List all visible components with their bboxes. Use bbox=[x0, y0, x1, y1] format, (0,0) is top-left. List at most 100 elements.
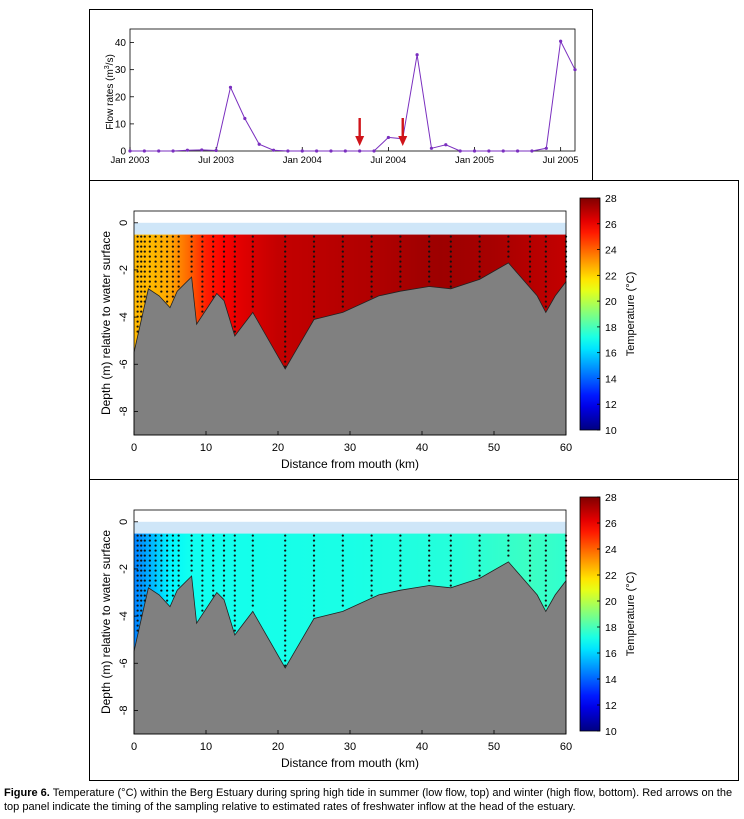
sample-dot bbox=[177, 260, 180, 263]
water-surface-band bbox=[134, 521, 566, 534]
sample-dot bbox=[201, 290, 204, 293]
sample-dot bbox=[140, 250, 143, 253]
colorbar-bar bbox=[579, 197, 601, 431]
sample-dot bbox=[143, 544, 146, 547]
sample-dot bbox=[341, 534, 344, 537]
sample-dot bbox=[370, 240, 373, 243]
sample-dot bbox=[140, 559, 143, 562]
sample-dot bbox=[284, 564, 287, 567]
sample-dot bbox=[140, 554, 143, 557]
sample-dot bbox=[428, 275, 431, 278]
sample-dot bbox=[201, 295, 204, 298]
sampling-station bbox=[528, 235, 532, 283]
sample-dot bbox=[544, 295, 547, 298]
sample-dot bbox=[284, 330, 287, 333]
sample-dot bbox=[148, 554, 151, 557]
sample-dot bbox=[284, 619, 287, 622]
sample-dot bbox=[428, 534, 431, 537]
sample-dot bbox=[399, 250, 402, 253]
sample-dot bbox=[312, 295, 316, 298]
sampling-station bbox=[449, 235, 452, 288]
sample-dot bbox=[370, 569, 373, 572]
sample-dot bbox=[399, 574, 402, 577]
sample-dot bbox=[341, 589, 344, 592]
sample-dot bbox=[136, 539, 139, 542]
sample-dot bbox=[507, 554, 510, 557]
sample-dot bbox=[201, 305, 204, 308]
sample-dot bbox=[136, 629, 139, 632]
sample-dot bbox=[284, 345, 287, 348]
flow-data-point bbox=[286, 149, 290, 153]
sample-dot bbox=[140, 270, 143, 273]
flow-x-tick-label: Jul 2004 bbox=[370, 155, 406, 166]
sample-dot bbox=[171, 235, 174, 238]
sampling-station bbox=[544, 235, 547, 308]
sample-dot bbox=[449, 250, 452, 253]
flow-data-point bbox=[200, 148, 204, 152]
sample-dot bbox=[143, 594, 146, 597]
sampling-station bbox=[544, 534, 547, 607]
sample-dot bbox=[177, 245, 180, 248]
sample-dot bbox=[160, 250, 163, 253]
sample-dot bbox=[140, 564, 143, 567]
sample-dot bbox=[222, 569, 226, 572]
sample-dot bbox=[140, 584, 143, 587]
colorbar-tick-label: 18 bbox=[605, 322, 617, 334]
sample-dot bbox=[166, 589, 169, 592]
x-tick-label: 60 bbox=[560, 741, 572, 753]
sampling-station bbox=[251, 534, 254, 607]
sample-dot bbox=[399, 584, 402, 587]
sample-dot bbox=[449, 265, 452, 268]
colorbar-tick-label: 16 bbox=[605, 648, 617, 660]
sample-dot bbox=[140, 315, 143, 318]
sample-dot bbox=[140, 599, 143, 602]
sample-dot bbox=[428, 250, 431, 253]
sample-dot bbox=[284, 290, 287, 293]
y-tick-label: 0 bbox=[118, 519, 130, 525]
sample-dot bbox=[312, 534, 316, 537]
sample-dot bbox=[143, 290, 146, 293]
sample-dot bbox=[528, 235, 532, 238]
sample-dot bbox=[312, 569, 316, 572]
sample-dot bbox=[507, 534, 510, 537]
sample-dot bbox=[251, 255, 254, 258]
sample-dot bbox=[544, 305, 547, 308]
sample-dot bbox=[449, 554, 452, 557]
sample-dot bbox=[528, 539, 532, 542]
sampling-station bbox=[154, 534, 157, 587]
sample-dot bbox=[251, 300, 254, 303]
sampling-station bbox=[143, 534, 146, 602]
sample-dot bbox=[190, 260, 193, 263]
sample-dot bbox=[312, 270, 316, 273]
flow-data-point bbox=[185, 148, 190, 152]
sample-dot bbox=[284, 285, 287, 288]
sample-dot bbox=[166, 270, 169, 273]
flow-y-tick-label: 20 bbox=[115, 92, 127, 103]
sample-dot bbox=[341, 579, 344, 582]
sample-dot bbox=[428, 579, 431, 582]
sample-dot bbox=[312, 245, 316, 248]
sampling-station bbox=[428, 235, 431, 283]
sample-dot bbox=[136, 275, 139, 278]
sample-dot bbox=[233, 270, 236, 273]
sampling-station bbox=[177, 235, 180, 288]
sample-dot bbox=[190, 559, 193, 562]
sampling-station bbox=[341, 235, 344, 308]
sample-dot bbox=[190, 539, 193, 542]
sample-dot bbox=[201, 280, 204, 283]
sampling-station bbox=[160, 235, 163, 293]
colorbar-tick-label: 10 bbox=[605, 425, 617, 437]
sampling-station bbox=[233, 534, 236, 632]
sampling-station bbox=[201, 534, 204, 612]
sample-dot bbox=[143, 569, 146, 572]
sample-dot bbox=[201, 589, 204, 592]
sample-dot bbox=[284, 300, 287, 303]
sample-dot bbox=[251, 270, 254, 273]
sample-dot bbox=[160, 564, 163, 567]
sampling-station bbox=[341, 534, 344, 607]
sample-dot bbox=[251, 559, 254, 562]
sample-dot bbox=[428, 235, 431, 238]
summer-colorbar-label: Temperature (°C) bbox=[625, 272, 637, 356]
colorbar-tick-label: 10 bbox=[605, 726, 617, 738]
sample-dot bbox=[341, 564, 344, 567]
